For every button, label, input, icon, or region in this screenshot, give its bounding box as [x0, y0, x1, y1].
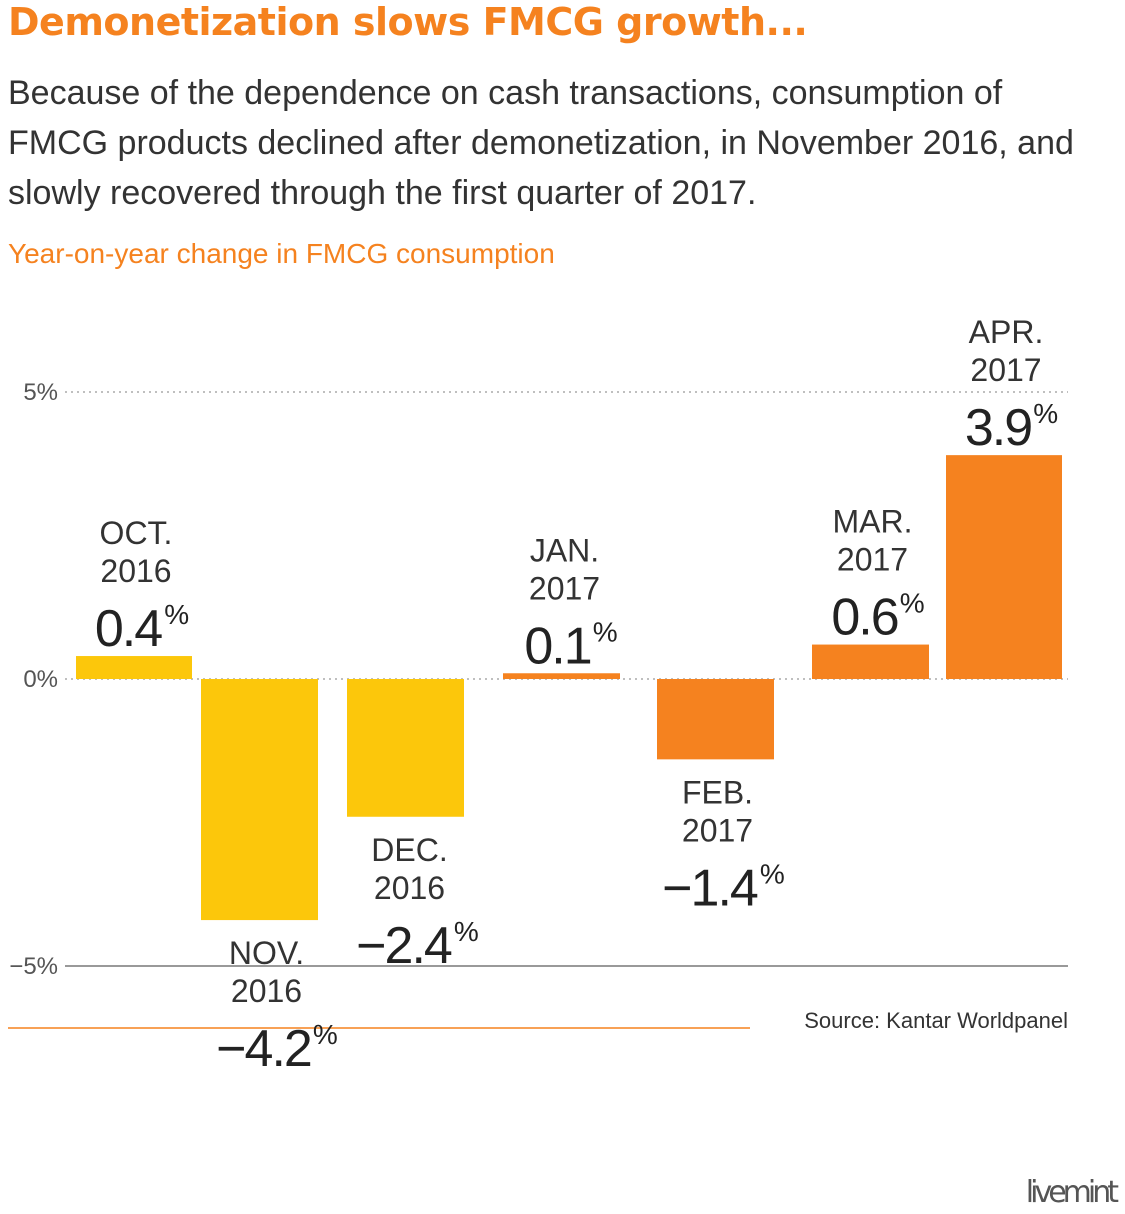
- bar-value-label: 3.9: [965, 399, 1031, 457]
- bar-year-label: 2017: [970, 352, 1041, 388]
- bar-value-unit: %: [164, 599, 189, 630]
- bar-value-unit: %: [454, 916, 479, 947]
- bar-jan: [503, 673, 620, 679]
- bar-year-label: 2016: [231, 973, 302, 1009]
- bar-year-label: 2017: [529, 570, 600, 606]
- bar-year-label: 2016: [374, 870, 445, 906]
- bar-nov: [201, 679, 318, 921]
- y-tick-label: 0%: [23, 666, 58, 693]
- y-tick-label: −5%: [9, 953, 58, 980]
- bar-value-label: −4.2: [216, 1020, 311, 1078]
- y-tick-label: 5%: [23, 379, 58, 406]
- bar-year-label: 2017: [682, 812, 753, 848]
- chart-title: Demonetization slows FMCG growth...: [8, 0, 808, 44]
- bar-dec: [347, 679, 464, 817]
- bar-month-label: DEC.: [371, 832, 447, 868]
- publisher-logo: livemint: [1025, 1175, 1119, 1210]
- bar-value-label: −1.4: [662, 859, 758, 917]
- bar-value-unit: %: [593, 616, 618, 647]
- bar-year-label: 2016: [100, 553, 171, 589]
- bar-value-label: 0.4: [95, 600, 162, 658]
- source-note: Source: Kantar Worldpanel: [804, 1008, 1068, 1033]
- bar-month-label: JAN.: [530, 532, 599, 568]
- chart-subtitle: Because of the dependence on cash transa…: [8, 74, 1074, 212]
- bar-mar: [812, 644, 929, 679]
- bar-value-unit: %: [1033, 398, 1058, 429]
- bar-month-label: APR.: [969, 314, 1044, 350]
- bar-value-unit: %: [760, 858, 785, 889]
- bar-value-label: −2.4: [356, 917, 452, 975]
- bar-month-label: OCT.: [100, 515, 173, 551]
- bar-month-label: FEB.: [682, 774, 753, 810]
- bar-month-label: MAR.: [833, 504, 913, 540]
- bar-oct: [76, 656, 192, 679]
- bar-feb: [657, 679, 774, 760]
- bar-value-unit: %: [900, 588, 925, 619]
- bar-value-unit: %: [313, 1019, 338, 1050]
- chart-heading: Year-on-year change in FMCG consumption: [8, 238, 555, 269]
- bar-apr: [946, 455, 1062, 679]
- bar-month-label: NOV.: [229, 935, 304, 971]
- bar-value-label: 0.1: [524, 617, 590, 675]
- bar-year-label: 2017: [837, 542, 908, 578]
- bar-value-label: 0.6: [831, 589, 897, 647]
